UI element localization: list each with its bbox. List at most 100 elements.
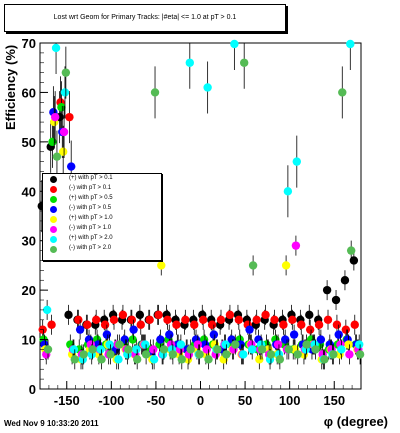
legend-entry: (+) with pT > 0.5	[43, 194, 161, 204]
chart-title: Lost wrt Geom for Primary Tracks: |#eta|…	[4, 4, 286, 32]
legend-marker	[50, 236, 57, 243]
data-point	[176, 340, 186, 349]
data-point	[124, 345, 133, 354]
legend-marker	[50, 226, 57, 233]
data-point	[322, 285, 332, 295]
data-point	[346, 39, 355, 49]
y-tick-label: 50	[22, 135, 36, 150]
data-point	[88, 345, 97, 354]
data-point	[355, 350, 365, 359]
data-point	[64, 310, 73, 320]
data-point	[185, 58, 194, 67]
chart-legend: (+) with pT > 0.1 (-) with pT > 0.1 (+) wi…	[42, 173, 162, 261]
y-tick-label: 60	[22, 85, 36, 100]
data-point	[202, 345, 211, 354]
data-point	[51, 43, 61, 53]
data-point	[203, 83, 212, 92]
data-point	[341, 325, 351, 334]
data-point	[195, 350, 204, 359]
data-point	[248, 261, 258, 270]
data-point	[102, 330, 112, 339]
data-point	[42, 305, 52, 315]
data-point	[291, 241, 301, 250]
data-point	[329, 350, 338, 359]
data-point	[181, 315, 190, 324]
data-point	[273, 340, 283, 349]
data-point	[221, 340, 230, 349]
data-point	[47, 320, 56, 329]
data-point	[149, 355, 159, 364]
legend-marker	[50, 216, 57, 223]
data-point	[60, 88, 70, 97]
data-point	[69, 345, 79, 354]
legend-entry: (-) with pT > 1.0	[43, 224, 161, 234]
data-point	[239, 58, 249, 67]
x-tick-label: -50	[147, 393, 166, 408]
data-point	[292, 157, 301, 166]
data-point	[91, 315, 101, 324]
data-point	[128, 335, 137, 344]
data-point	[355, 340, 364, 349]
data-point	[74, 315, 83, 324]
data-point	[141, 340, 150, 349]
data-point	[225, 310, 235, 320]
legend-entry: (-) with pT > 0.5	[43, 204, 161, 214]
data-point	[216, 315, 226, 324]
data-point	[305, 325, 315, 334]
legend-label: (+) with pT > 0.5	[69, 195, 113, 201]
data-point	[320, 355, 329, 364]
x-tick-label: 100	[279, 393, 301, 408]
data-point	[135, 310, 145, 320]
data-point	[270, 315, 279, 324]
legend-label: (+) with pT > 1.0	[69, 215, 113, 221]
x-axis-label: φ (degree)	[323, 414, 388, 429]
legend-marker	[50, 176, 57, 183]
data-point	[105, 340, 114, 349]
data-point	[293, 350, 302, 359]
legend-marker	[50, 186, 57, 193]
data-point	[100, 320, 110, 329]
data-point	[231, 340, 240, 349]
data-point	[252, 315, 261, 324]
data-point	[209, 330, 219, 339]
data-point	[279, 320, 288, 329]
legend-entry: (+) with pT > 1.0	[43, 214, 161, 224]
data-point	[163, 315, 172, 324]
data-point	[83, 320, 92, 329]
data-point	[198, 315, 208, 324]
legend-label: (-) with pT > 0.1	[69, 185, 112, 191]
x-tick-label: 150	[323, 393, 345, 408]
data-point	[115, 340, 124, 349]
timestamp-footer: Wed Nov 9 10:33:20 2011	[4, 419, 99, 428]
data-point	[149, 345, 158, 354]
data-point	[50, 112, 60, 122]
data-point	[132, 355, 142, 364]
data-point	[177, 355, 186, 364]
x-tick-label: 0	[197, 393, 204, 408]
data-point	[340, 276, 350, 285]
legend-entry: (-) with pT > 2.0	[43, 244, 161, 254]
data-point	[79, 350, 88, 359]
data-point	[261, 310, 270, 320]
x-tick-label: -150	[54, 393, 80, 408]
y-tick-label: 0	[29, 382, 36, 397]
data-point	[266, 350, 276, 359]
data-point	[165, 330, 174, 339]
data-point	[346, 246, 356, 255]
data-point	[316, 335, 326, 344]
data-point	[150, 88, 160, 97]
data-point	[245, 325, 254, 334]
data-point	[96, 345, 105, 354]
y-tick-label: 10	[22, 333, 36, 348]
data-point	[234, 315, 244, 324]
data-point	[193, 340, 203, 349]
data-point	[230, 39, 239, 49]
legend-marker	[50, 206, 57, 213]
data-point	[190, 320, 199, 329]
data-point	[334, 330, 343, 339]
data-point	[302, 340, 311, 349]
legend-label: (+) with pT > 0.1	[69, 175, 113, 181]
data-point	[275, 355, 285, 364]
data-point	[172, 320, 181, 329]
legend-entry: (+) with pT > 2.0	[43, 234, 161, 244]
